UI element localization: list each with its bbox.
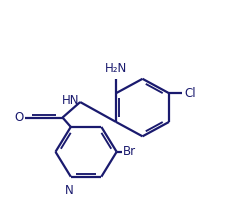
- Text: H₂N: H₂N: [105, 62, 127, 75]
- Text: Br: Br: [123, 145, 136, 158]
- Text: Cl: Cl: [185, 87, 196, 100]
- Text: N: N: [65, 185, 74, 198]
- Text: HN: HN: [62, 95, 79, 108]
- Text: O: O: [15, 111, 24, 124]
